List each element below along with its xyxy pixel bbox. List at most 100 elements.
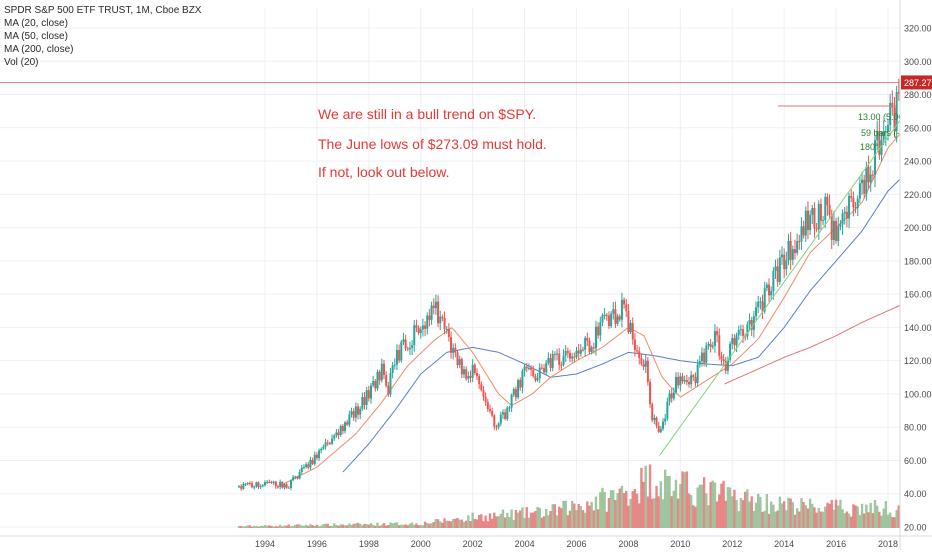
volume-bar [711, 480, 714, 528]
candle-body [594, 326, 597, 349]
candle-body [601, 315, 604, 323]
candle-body [307, 464, 310, 468]
candle-body [365, 390, 368, 405]
volume-bar [365, 524, 368, 528]
price-axis[interactable]: 20.00 40.00 60.00 80.00 100.00 120.00 140.00 16… [899, 0, 932, 550]
volume-bar [631, 491, 634, 528]
candle-body [657, 425, 660, 432]
candle-body [527, 368, 530, 370]
candle-body [765, 284, 768, 289]
candle-body [538, 367, 541, 379]
candle-body [283, 484, 286, 488]
vol-legend[interactable]: Vol (20) [4, 57, 39, 68]
price-tick-label: 260.00 [904, 123, 932, 133]
volume-bar [625, 491, 628, 528]
volume-bar [772, 504, 775, 528]
ma50-legend[interactable]: MA (50, close) [4, 31, 68, 42]
volume-bar [865, 504, 868, 528]
candle-body [590, 347, 593, 352]
candle-body [644, 360, 647, 367]
volume-bar [482, 521, 485, 528]
volume-bar [263, 525, 267, 528]
candle-body [620, 299, 623, 320]
candle-body [430, 305, 433, 320]
candle-body [357, 406, 360, 415]
volume-bar [780, 503, 784, 528]
candle-body [367, 390, 370, 399]
volume-bar [527, 517, 531, 528]
candle-body [569, 352, 572, 359]
candle-body [302, 467, 305, 469]
volume-bar [562, 500, 565, 528]
volume-bar [488, 513, 492, 528]
volume-bar [638, 503, 641, 528]
volume-bar [259, 525, 262, 528]
candle-body [460, 359, 463, 375]
volume-bar [330, 525, 334, 528]
candle-body [887, 125, 889, 132]
volume-bar [722, 480, 725, 528]
ma20-legend[interactable]: MA (20, close) [4, 18, 68, 29]
annotation-line-1[interactable]: We are still in a bull trend on $SPY. [318, 106, 537, 122]
candle-body [761, 301, 764, 312]
candle-body [242, 484, 245, 489]
price-tick-label: 40.00 [904, 489, 927, 499]
candle-body [530, 368, 533, 370]
candle-body [517, 380, 520, 398]
volume-bar [884, 501, 888, 528]
volume-bar [462, 521, 466, 528]
volume-bar [291, 526, 295, 528]
candle-body [848, 196, 851, 219]
candle-body [322, 446, 325, 449]
candle-body [588, 340, 591, 352]
candle-body [276, 486, 279, 488]
volume-bar [384, 525, 388, 528]
grid [0, 8, 900, 528]
candle-body [491, 411, 494, 416]
candle-body [566, 350, 569, 353]
candle-body [432, 305, 435, 309]
candle-body [616, 316, 619, 324]
volume-bar [304, 524, 308, 528]
candle-body [759, 301, 762, 303]
volume-bar [581, 510, 585, 528]
volume-bar [356, 522, 360, 528]
volume-bar [281, 526, 284, 528]
volume-bar [540, 517, 544, 528]
candle-body [501, 412, 504, 415]
candle-body [452, 347, 455, 353]
candle-body [878, 130, 881, 155]
time-axis[interactable]: 1994 1996 1998 2000 2002 2004 2006 2008 2010 2012… [0, 535, 932, 549]
volume-bar [666, 476, 669, 528]
candle-body [629, 322, 632, 333]
candle-body [523, 366, 526, 371]
volume-bar [270, 525, 273, 528]
candle-body [675, 376, 678, 393]
symbol-title[interactable]: SPDR S&P 500 ETF TRUST, 1M, Cboe BZX [4, 5, 202, 16]
measure-label-price_change: 13.00 (5.00%), 6 [858, 112, 925, 122]
candle-body [793, 249, 796, 253]
candle-body [785, 260, 788, 270]
volume-bar [596, 509, 600, 528]
volume-bar [246, 525, 249, 528]
volume-bar [679, 484, 682, 528]
candle-body [395, 349, 398, 365]
volume-bar [802, 501, 805, 528]
annotation-line-2[interactable]: The June lows of $273.09 must hold. [318, 136, 547, 152]
volume-bar [759, 496, 762, 528]
candle-body [670, 393, 673, 399]
candle-body [722, 359, 725, 361]
candle-body [830, 214, 833, 240]
volume-bar [609, 490, 613, 528]
volume-bar [709, 482, 712, 528]
volume-bar [445, 520, 448, 528]
annotation-line-3[interactable]: If not, look out below. [318, 164, 450, 180]
candle-body [768, 284, 771, 296]
volume-bar [858, 515, 862, 528]
candle-body [614, 309, 617, 324]
volume-bar [285, 525, 288, 528]
ma200-legend[interactable]: MA (200, close) [4, 44, 74, 55]
volume-bar [473, 518, 477, 528]
